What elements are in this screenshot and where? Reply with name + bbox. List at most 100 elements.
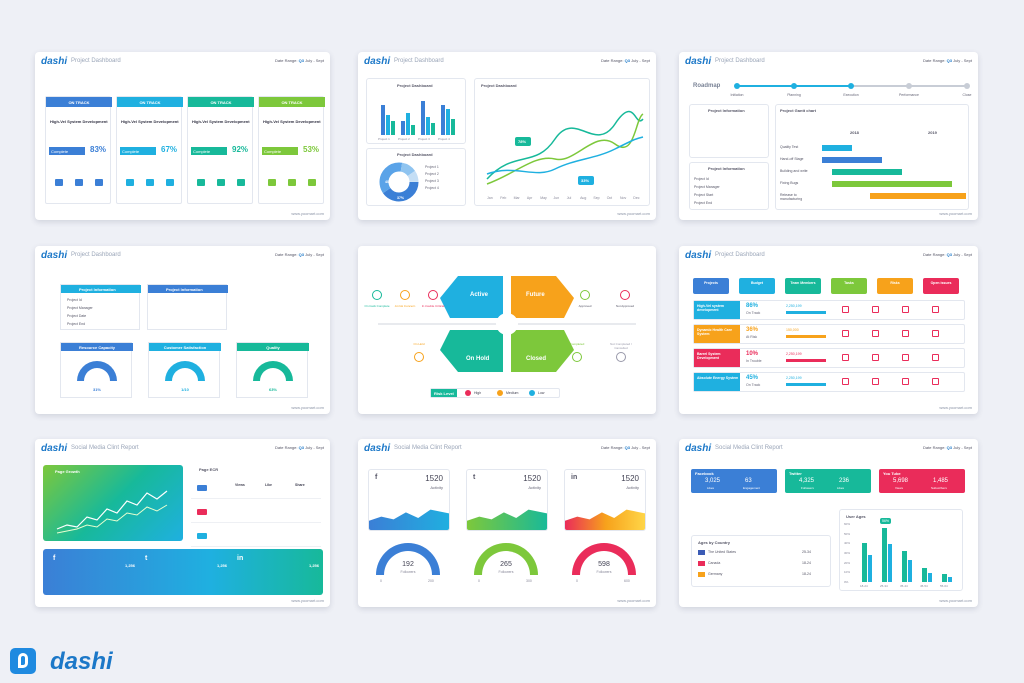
gauge-label: Followers (498, 570, 514, 574)
row-name-cell (694, 373, 740, 391)
y-tick: 0% (844, 580, 849, 584)
row-budget-bar (786, 311, 826, 314)
slide-social-ages[interactable]: dashi Social Media Clint Report Date Ran… (679, 439, 978, 607)
status-icon (400, 290, 410, 300)
project-row[interactable]: High-Vel system development 86% On Track 2,… (693, 300, 965, 320)
user-ages-panel: User Ages 60% 50% 40% 30% 20% 10% 0% 18-24 25-34… (839, 509, 963, 591)
tile-label-b: Subscribers (931, 486, 947, 490)
month-tick: Feb (500, 196, 507, 200)
slide-project-dashboard-2[interactable]: dashi Project Dashboard Date Range: Q3 J… (358, 52, 656, 220)
x-tick: Project 3 (418, 137, 430, 141)
slide-roadmap[interactable]: dashi Project Dashboard Date Range: Q3 J… (679, 52, 978, 220)
kpi-tile: Risks (877, 278, 913, 294)
project-info-panel-2: Project Information Project Id Project Ma… (689, 162, 769, 210)
page-ecr-title: Page ECR (199, 467, 219, 472)
bar (446, 109, 450, 135)
social-stat: 1,256 (217, 563, 228, 568)
stat-icon (166, 179, 174, 186)
project-row[interactable]: Dynamic Health Care System 36% At Risk 150,… (693, 324, 965, 344)
info-field: Project Id (694, 177, 709, 181)
row-name-cell (694, 301, 740, 319)
complete-bar (262, 147, 298, 155)
row-icon (197, 509, 207, 515)
gauge-min: 0 (576, 579, 578, 583)
row-budget: 2,250,199 (786, 376, 802, 380)
slide-status-quadrant[interactable]: Active Future On Hold Closed On track Co… (358, 246, 656, 414)
social-tile: Twitter 4,325 Followers 236 Likes (785, 469, 871, 493)
country-age: 18-24 (802, 572, 811, 576)
column-heading: High-Vel System Development (192, 119, 250, 124)
project-info-box: Project Information Project Id Project Ma… (60, 284, 141, 330)
tile-name: Facebook (695, 471, 714, 476)
follower-gauge (376, 543, 440, 575)
gauge-label: Followers (400, 570, 416, 574)
slide-social-activity[interactable]: dashi Social Media Clint Report Date Ran… (358, 439, 656, 607)
kpi-label: Budget (750, 281, 764, 285)
tile-value-a: 5,698 (893, 478, 909, 484)
kpi-tile: Open issues (923, 278, 959, 294)
bar (401, 121, 405, 135)
donut-panel: Project Dashboard Project 1 Project 2 Proj… (366, 148, 466, 206)
gantt-bar (832, 181, 952, 187)
social-stat: 1,256 (309, 563, 320, 568)
tile-label-a: Likes (707, 486, 715, 490)
slide-project-dashboard-1[interactable]: dashi Project Dashboard Date Range: Q3 J… (35, 52, 330, 220)
project-row[interactable]: Absolute Energy System 45% On Track 2,250,1… (693, 372, 965, 392)
gauge-value: 265 (500, 561, 512, 568)
age-bar (948, 576, 952, 582)
age-bar (902, 551, 907, 582)
gauge-title: Customer Satisfaction (163, 345, 207, 350)
row-icon (902, 354, 909, 361)
tile-label-a: Views (895, 486, 903, 490)
complete-bar (49, 147, 85, 155)
area-chart (565, 509, 645, 530)
slide-gauges[interactable]: dashi Project Dashboard Date Range: Q3 J… (35, 246, 330, 414)
x-tick: Project 4 (438, 137, 450, 141)
slide-project-table[interactable]: dashi Project Dashboard Date Range: Q3 J… (679, 246, 978, 414)
gauge-value: 63% (268, 387, 277, 392)
month-tick: Aug (580, 196, 587, 200)
status-column: ON TRACK High-Vel System Development Compl… (187, 96, 254, 204)
social-tile: You Tube 5,698 Views 1,485 Subscribers (879, 469, 965, 493)
slide-social-growth[interactable]: dashi Social Media Clint Report Date Ran… (35, 439, 330, 607)
status-caption: At risk Concern (394, 304, 416, 308)
page-growth-panel: Page Growth (43, 465, 183, 541)
x-tick: 25-34 (880, 584, 888, 588)
row-percent: 86% (746, 303, 759, 309)
complete-label: Complete (51, 149, 69, 154)
future-label: Future (526, 292, 545, 298)
status-label: ON TRACK (281, 100, 303, 105)
stat-icon (55, 179, 63, 186)
row-status: At Risk (746, 335, 758, 339)
date-range: Date Range: Q3 July - Sept (275, 58, 324, 63)
gantt-row-label: Fixing Bugs (780, 181, 799, 185)
row-icon (197, 533, 207, 539)
complete-bar (120, 147, 156, 155)
month-tick: Jun (553, 196, 560, 200)
project-info-panel: Project Information (689, 104, 769, 158)
date-range: Date Range: Q3 July - Sept (923, 252, 972, 257)
tile-name: You Tube (883, 471, 901, 476)
age-bar (868, 554, 872, 582)
user-ages-title: User Ages (846, 514, 866, 519)
footer-url: www.yoomart.com (291, 598, 324, 603)
row-icon (932, 330, 939, 337)
active-label: Active (470, 292, 489, 298)
gantt-row-label: Release to manufacturing (780, 193, 803, 201)
gantt-title: Project Gantt chart (780, 108, 817, 113)
age-bar (882, 527, 887, 582)
y-tick: 10% (844, 570, 851, 575)
stat-icon (237, 179, 245, 186)
row-status: On Track (746, 383, 761, 387)
kpi-tile: Team Members (785, 278, 821, 294)
project-row[interactable]: Barrel System Development 10% In Trouble 2,… (693, 348, 965, 368)
social-icon: f (375, 474, 378, 481)
month-tick: Apr (526, 196, 533, 200)
kpi-label: Projects (704, 281, 718, 285)
bar (411, 125, 415, 135)
risk-legend: Risk Level High Medium Low (430, 388, 560, 398)
social-tile: Facebook 3,025 Likes 63 Engagement (691, 469, 777, 493)
kpi-tile: Projects (693, 278, 729, 294)
row-icon (872, 378, 879, 385)
table-row (191, 527, 321, 547)
